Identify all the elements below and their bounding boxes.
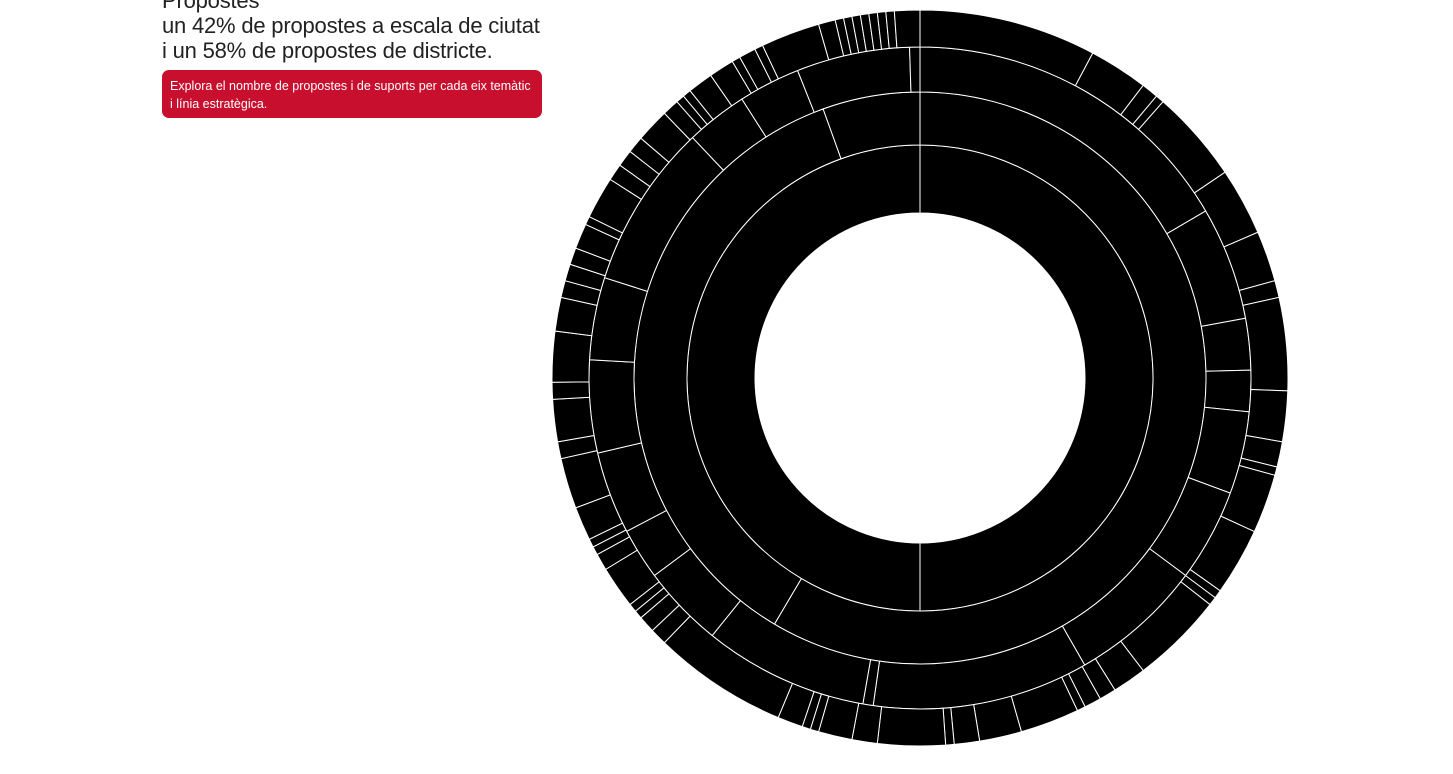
sunburst-segment-ring-2-19[interactable] <box>909 46 921 93</box>
explore-callout-button[interactable]: Explora el nombre de propostes i de supo… <box>162 70 542 118</box>
intro-line-1: un 42% de propostes a escala de ciutat <box>162 13 540 38</box>
sunburst-segment-ring-3-74[interactable] <box>893 9 921 49</box>
sunburst-rings <box>551 9 1289 747</box>
sunburst-segment-ring-3-45[interactable] <box>551 330 593 383</box>
intro-line-0: Propostes <box>162 0 260 13</box>
sunburst-segment-ring-3-44[interactable] <box>551 381 591 400</box>
sunburst-segment-ring-2-13[interactable] <box>588 359 643 454</box>
sunburst-segment-ring-3-43[interactable] <box>552 396 595 443</box>
explore-callout-text: Explora el nombre de propostes i de supo… <box>170 79 531 111</box>
sunburst-segment-ring-2-3[interactable] <box>1203 369 1252 413</box>
intro-line-2: i un 58% de propostes de districte. <box>162 38 493 63</box>
sunburst-chart <box>551 9 1289 747</box>
sunburst-segment-ring-3-25[interactable] <box>876 706 947 747</box>
sunburst-segment-ring-3-9[interactable] <box>1245 389 1289 443</box>
intro-text: Propostes un 42% de propostes a escala d… <box>162 0 562 63</box>
sunburst-segment-ring-2-2[interactable] <box>1200 317 1252 372</box>
